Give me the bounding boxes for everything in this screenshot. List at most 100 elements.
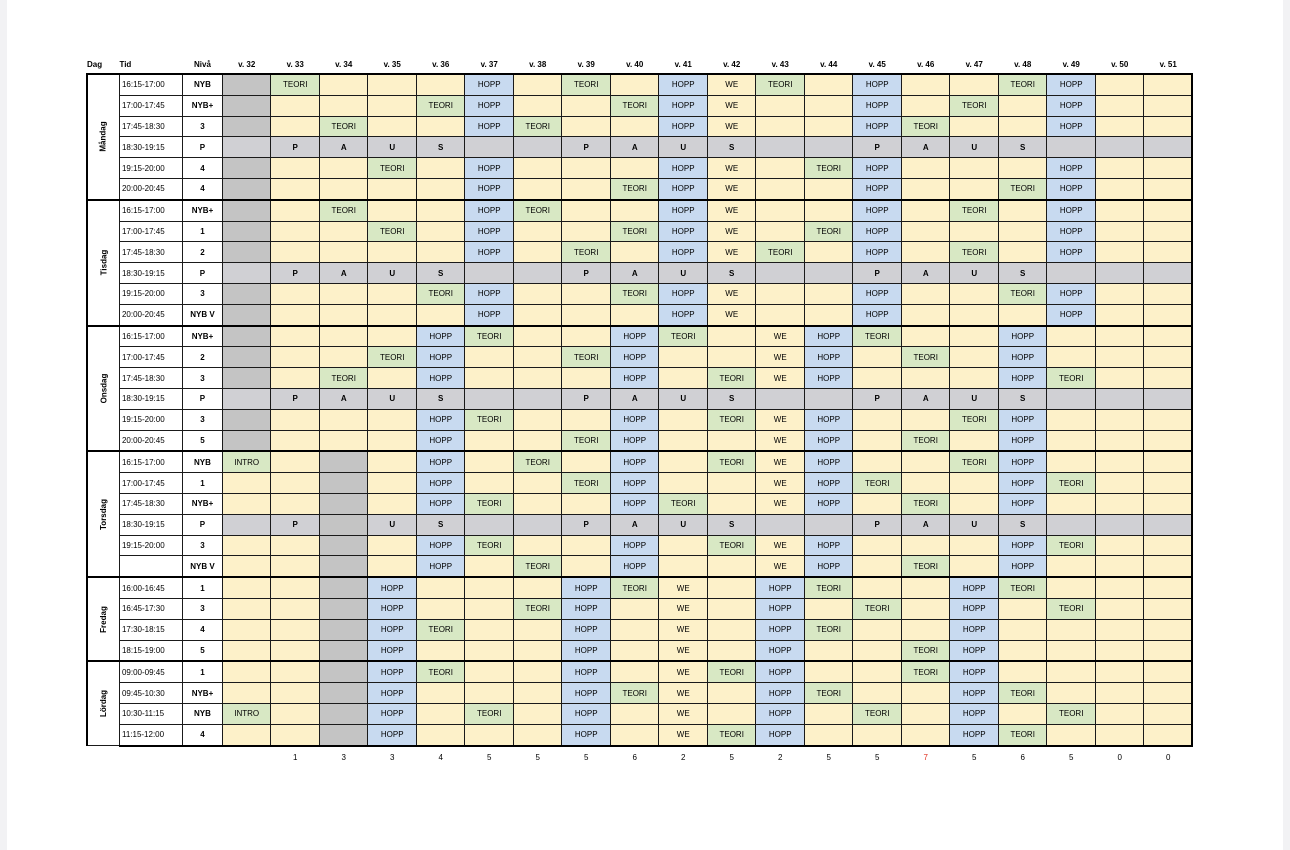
empty-cell[interactable] xyxy=(270,198,320,222)
pause-cell[interactable]: P xyxy=(852,262,902,284)
empty-cell[interactable] xyxy=(221,660,272,684)
empty-cell[interactable] xyxy=(367,241,417,264)
empty-cell[interactable] xyxy=(318,177,369,201)
time-cell[interactable]: 16:45-17:30 xyxy=(118,597,183,620)
teori-cell[interactable]: TEORI xyxy=(658,324,708,348)
blocked-cell[interactable] xyxy=(221,177,272,201)
hopp-cell[interactable]: HOPP xyxy=(658,241,708,264)
empty-cell[interactable] xyxy=(803,303,854,327)
pause-cell[interactable] xyxy=(1094,387,1145,410)
empty-cell[interactable] xyxy=(997,115,1048,138)
pause-cell[interactable]: S xyxy=(415,136,466,159)
pause-cell[interactable] xyxy=(755,513,805,536)
empty-cell[interactable] xyxy=(900,303,951,327)
hopp-cell[interactable]: HOPP xyxy=(464,282,514,305)
time-cell[interactable]: 18:30-19:15 xyxy=(118,513,183,536)
hopp-cell[interactable]: HOPP xyxy=(997,472,1048,494)
teori-cell[interactable]: TEORI xyxy=(561,472,611,494)
empty-cell[interactable] xyxy=(609,157,660,179)
empty-cell[interactable] xyxy=(318,241,369,264)
empty-cell[interactable] xyxy=(221,555,272,578)
empty-cell[interactable] xyxy=(270,177,320,201)
empty-cell[interactable] xyxy=(270,597,320,620)
empty-cell[interactable] xyxy=(609,303,660,327)
time-cell[interactable]: 10:30-11:15 xyxy=(118,702,183,725)
teori-cell[interactable]: TEORI xyxy=(706,367,757,389)
hopp-cell[interactable]: HOPP xyxy=(803,472,854,494)
empty-cell[interactable] xyxy=(270,534,320,557)
we-cell[interactable]: WE xyxy=(706,198,757,222)
pause-cell[interactable]: P xyxy=(852,513,902,536)
hopp-cell[interactable]: HOPP xyxy=(464,241,514,264)
teori-cell[interactable]: TEORI xyxy=(706,534,757,557)
empty-cell[interactable] xyxy=(367,303,417,327)
empty-cell[interactable] xyxy=(1143,177,1194,201)
we-cell[interactable]: WE xyxy=(706,94,757,117)
empty-cell[interactable] xyxy=(367,198,417,222)
blocked-cell[interactable] xyxy=(318,682,369,704)
empty-cell[interactable] xyxy=(803,94,854,117)
we-cell[interactable]: WE xyxy=(755,472,805,494)
hopp-cell[interactable]: HOPP xyxy=(609,450,660,474)
empty-cell[interactable] xyxy=(852,576,902,599)
empty-cell[interactable] xyxy=(609,618,660,641)
empty-cell[interactable] xyxy=(609,723,660,747)
empty-cell[interactable] xyxy=(1094,429,1145,452)
empty-cell[interactable] xyxy=(755,157,805,179)
hopp-cell[interactable]: HOPP xyxy=(755,660,805,684)
empty-cell[interactable] xyxy=(367,408,417,431)
teori-cell[interactable]: TEORI xyxy=(512,450,563,474)
level-cell[interactable]: 3 xyxy=(181,408,223,431)
empty-cell[interactable] xyxy=(415,682,466,704)
empty-cell[interactable] xyxy=(1094,177,1145,201)
empty-cell[interactable] xyxy=(464,450,514,474)
hopp-cell[interactable]: HOPP xyxy=(803,429,854,452)
pause-cell[interactable]: S xyxy=(997,513,1048,536)
blocked-cell[interactable] xyxy=(318,555,369,578)
hopp-cell[interactable]: HOPP xyxy=(367,639,417,662)
intro-cell[interactable]: INTRO xyxy=(221,450,272,474)
empty-cell[interactable] xyxy=(900,367,951,389)
empty-cell[interactable] xyxy=(415,723,466,747)
blocked-cell[interactable] xyxy=(318,660,369,684)
empty-cell[interactable] xyxy=(1143,534,1194,557)
empty-cell[interactable] xyxy=(1046,450,1096,474)
empty-cell[interactable] xyxy=(512,618,563,641)
teori-cell[interactable]: TEORI xyxy=(803,220,854,243)
empty-cell[interactable] xyxy=(318,94,369,117)
empty-cell[interactable] xyxy=(900,94,951,117)
empty-cell[interactable] xyxy=(415,576,466,599)
teori-cell[interactable]: TEORI xyxy=(367,220,417,243)
empty-cell[interactable] xyxy=(852,534,902,557)
teori-cell[interactable]: TEORI xyxy=(609,576,660,599)
empty-cell[interactable] xyxy=(1046,555,1096,578)
level-cell[interactable]: 3 xyxy=(181,282,223,305)
empty-cell[interactable] xyxy=(318,324,369,348)
empty-cell[interactable] xyxy=(270,429,320,452)
empty-cell[interactable] xyxy=(415,303,466,327)
empty-cell[interactable] xyxy=(1094,198,1145,222)
teori-cell[interactable]: TEORI xyxy=(803,576,854,599)
teori-cell[interactable]: TEORI xyxy=(900,639,951,662)
empty-cell[interactable] xyxy=(900,597,951,620)
hopp-cell[interactable]: HOPP xyxy=(1046,115,1096,138)
pause-cell[interactable] xyxy=(221,262,272,284)
empty-cell[interactable] xyxy=(270,682,320,704)
pause-cell[interactable] xyxy=(464,387,514,410)
we-cell[interactable]: WE xyxy=(658,576,708,599)
empty-cell[interactable] xyxy=(755,220,805,243)
we-cell[interactable]: WE xyxy=(658,618,708,641)
empty-cell[interactable] xyxy=(1143,660,1194,684)
pause-cell[interactable]: A xyxy=(609,387,660,410)
empty-cell[interactable] xyxy=(464,472,514,494)
time-cell[interactable]: 17:00-17:45 xyxy=(118,346,183,369)
pause-cell[interactable]: A xyxy=(318,387,369,410)
teori-cell[interactable]: TEORI xyxy=(609,94,660,117)
level-cell[interactable]: NYB V xyxy=(181,555,223,578)
pause-cell[interactable] xyxy=(464,262,514,284)
empty-cell[interactable] xyxy=(900,618,951,641)
empty-cell[interactable] xyxy=(852,555,902,578)
time-cell[interactable]: 17:45-18:30 xyxy=(118,492,183,515)
teori-cell[interactable]: TEORI xyxy=(609,282,660,305)
empty-cell[interactable] xyxy=(900,157,951,179)
